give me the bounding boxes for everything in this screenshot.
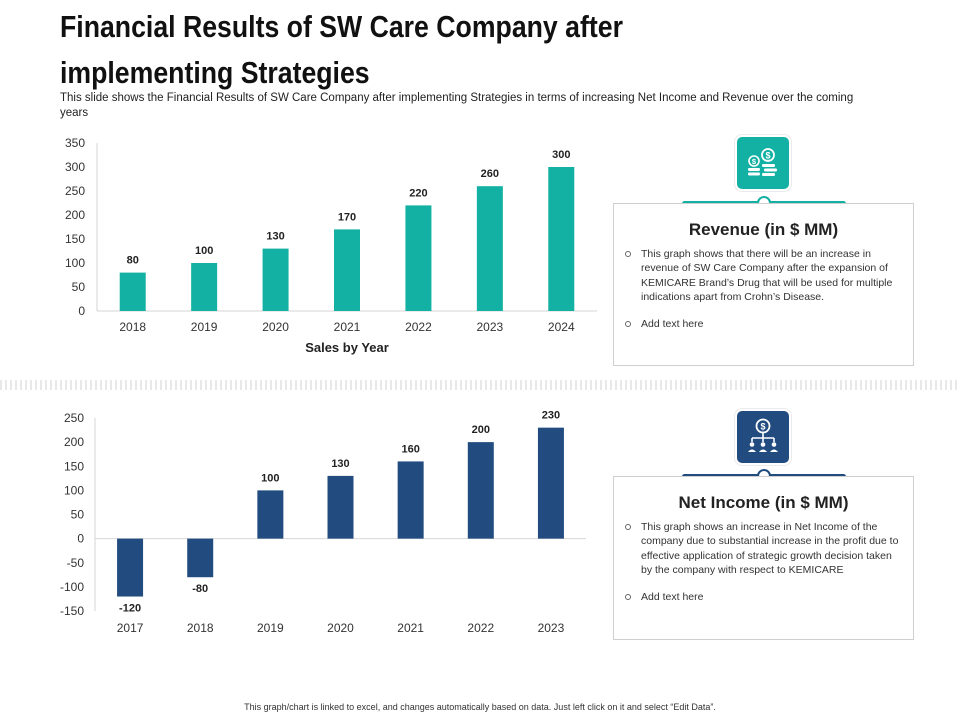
net-income-category-label: 2021 — [397, 621, 424, 635]
svg-text:$: $ — [765, 151, 770, 161]
revenue-category-label: 2022 — [405, 320, 432, 334]
money-coins-icon: $ $ — [737, 137, 789, 189]
revenue-category-label: 2023 — [477, 320, 504, 334]
net-income-data-label: 230 — [542, 410, 560, 422]
revenue-ytick-label: 0 — [78, 304, 85, 318]
svg-text:$: $ — [760, 422, 765, 432]
net-income-category-label: 2018 — [187, 621, 214, 635]
revenue-category-label: 2018 — [119, 320, 146, 334]
net-income-bar — [537, 427, 564, 539]
net-income-data-label: 160 — [401, 443, 419, 455]
net-income-ytick-label: 50 — [71, 508, 85, 522]
revenue-data-label: 130 — [266, 231, 284, 243]
revenue-info-card: Revenue (in $ MM) This graph shows that … — [613, 203, 914, 366]
net-income-category-label: 2023 — [538, 621, 565, 635]
net-income-bullet-list: This graph shows an increase in Net Inco… — [624, 520, 901, 604]
revenue-data-label: 260 — [481, 168, 499, 180]
net-income-ytick-label: -100 — [60, 580, 84, 594]
net-income-data-label: 100 — [261, 472, 279, 484]
revenue-bar — [119, 272, 146, 311]
revenue-data-label: 300 — [552, 149, 570, 161]
net-income-category-label: 2020 — [327, 621, 354, 635]
revenue-ytick-label: 50 — [72, 280, 86, 294]
net-income-category-label: 2017 — [117, 621, 144, 635]
net-income-ytick-label: -50 — [67, 556, 85, 570]
revenue-bar — [334, 229, 360, 311]
revenue-ytick-label: 200 — [65, 208, 85, 222]
net-income-data-label: -120 — [119, 603, 141, 615]
net-income-data-label: -80 — [192, 583, 208, 595]
revenue-bar — [262, 248, 289, 311]
revenue-bullet-list: This graph shows that there will be an i… — [624, 247, 901, 331]
net-income-bar — [397, 461, 424, 539]
revenue-bar — [548, 167, 575, 311]
revenue-category-label: 2021 — [334, 320, 361, 334]
net-income-bullet-2: Add text here — [624, 590, 901, 604]
revenue-ytick-label: 150 — [65, 232, 85, 246]
net-income-bar — [467, 442, 494, 539]
net-income-ytick-label: 100 — [64, 483, 84, 497]
revenue-bar-chart: 0 50 100 150 200 250 300 350 80 2018 100 2019 130 202… — [65, 136, 597, 355]
revenue-bar — [191, 263, 218, 311]
net-income-bar — [117, 538, 144, 597]
page-title: Financial Results of SW Care Company aft… — [60, 9, 623, 90]
net-income-ytick-label: 0 — [77, 532, 84, 546]
net-income-data-label: 200 — [472, 424, 490, 436]
net-income-ytick-label: 250 — [64, 411, 84, 425]
revenue-bullet-2: Add text here — [624, 317, 901, 331]
net-income-info-card: Net Income (in $ MM) This graph shows an… — [613, 476, 914, 640]
revenue-bullet-1: This graph shows that there will be an i… — [624, 247, 901, 305]
net-income-ytick-label: -150 — [60, 604, 84, 618]
net-income-ytick-label: 150 — [64, 459, 84, 473]
dollar-hierarchy-icon: $ — [737, 411, 789, 463]
net-income-data-label: 130 — [331, 458, 349, 470]
revenue-data-label: 220 — [409, 187, 427, 199]
revenue-bar — [405, 205, 432, 311]
net-income-bullet-1: This graph shows an increase in Net Inco… — [624, 520, 901, 578]
page-subtitle: This slide shows the Financial Results o… — [60, 92, 854, 119]
net-income-card-title: Net Income (in $ MM) — [678, 493, 849, 512]
section-divider — [0, 380, 960, 390]
svg-text:$: $ — [752, 157, 757, 166]
revenue-data-label: 100 — [195, 245, 213, 257]
revenue-card-title: Revenue (in $ MM) — [688, 220, 839, 239]
revenue-bar — [476, 186, 503, 311]
revenue-ytick-label: 250 — [65, 184, 85, 198]
revenue-data-label: 80 — [127, 255, 139, 267]
net-income-bar — [187, 538, 214, 578]
net-income-category-label: 2022 — [467, 621, 494, 635]
net-income-ytick-label: 200 — [64, 435, 84, 449]
revenue-category-label: 2024 — [548, 320, 575, 334]
net-income-bar-chart: -150 -100 -50 0 50 100 150 200 250 -120 2017 -80 201… — [60, 410, 586, 635]
revenue-ytick-label: 350 — [65, 136, 85, 150]
revenue-ytick-label: 100 — [65, 256, 85, 270]
revenue-category-label: 2019 — [191, 320, 218, 334]
revenue-x-axis-title: Sales by Year — [305, 340, 389, 355]
footer-note: This graph/chart is linked to excel, and… — [244, 702, 716, 712]
revenue-data-label: 170 — [338, 211, 356, 223]
net-income-category-label: 2019 — [257, 621, 284, 635]
net-income-bar — [257, 490, 284, 539]
net-income-bar — [327, 475, 354, 539]
revenue-category-label: 2020 — [262, 320, 289, 334]
revenue-ytick-label: 300 — [65, 160, 85, 174]
